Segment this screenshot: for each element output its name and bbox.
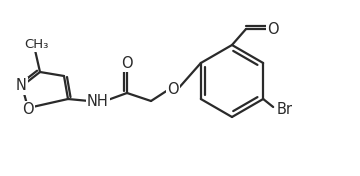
Text: N: N [15, 78, 26, 93]
Text: O: O [167, 83, 179, 98]
Text: Br: Br [276, 102, 292, 117]
Text: O: O [121, 55, 133, 71]
Text: NH: NH [87, 93, 109, 108]
Text: CH₃: CH₃ [24, 37, 48, 51]
Text: O: O [267, 21, 279, 36]
Text: O: O [22, 102, 34, 118]
